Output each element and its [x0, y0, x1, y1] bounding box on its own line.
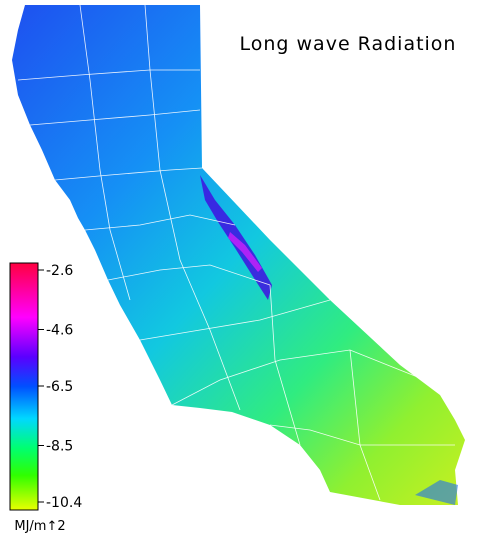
color-scale-unit: MJ/m↑2	[14, 519, 65, 534]
county-line	[54, 167, 203, 181]
color-scale-tick-label: -10.4	[46, 495, 82, 511]
sierra-peaks	[228, 232, 262, 272]
county-line	[269, 284, 301, 446]
county-line	[107, 264, 271, 286]
county-lines	[17, 4, 455, 501]
california-land	[12, 5, 465, 505]
county-line	[79, 4, 131, 301]
county-line	[17, 69, 200, 81]
county-line	[29, 109, 201, 126]
color-scale	[9, 262, 39, 511]
county-line	[84, 214, 236, 231]
color-scale-tick-label: -8.5	[46, 438, 73, 454]
county-line	[171, 349, 421, 406]
county-line	[144, 4, 241, 411]
county-line	[349, 349, 381, 501]
color-scale-tick-label: -2.6	[46, 263, 73, 279]
county-line	[139, 299, 331, 341]
southern-coast-blue	[415, 480, 458, 505]
county-line	[269, 424, 455, 446]
color-scale-tick-label: -4.6	[46, 322, 73, 338]
map-title: Long wave Radiation	[240, 33, 457, 55]
color-scale-tick-label: -6.5	[46, 379, 73, 395]
